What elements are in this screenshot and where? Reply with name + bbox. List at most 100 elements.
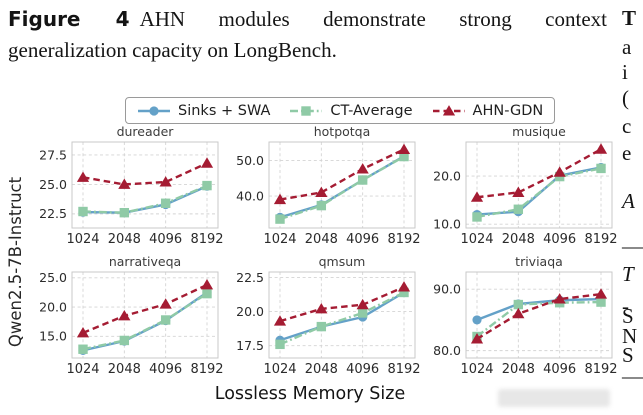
cropped-text-fragment: T [622, 6, 637, 30]
series-line-ahn-gdn [279, 285, 405, 323]
x-tick-label: 2048 [502, 362, 535, 377]
y-tick-label: 20.0 [433, 168, 461, 183]
y-tick-label: 25.0 [39, 177, 67, 192]
y-tick-label: 15.0 [39, 329, 67, 344]
series-line-ct-average [82, 292, 208, 351]
y-tick-label: 20.0 [39, 299, 67, 314]
subplot-triviaqa: triviaqa 80.0 90.0 1024 2048 4096 8192 [433, 256, 617, 377]
subplot-hotpotqa: hotpotqa 40.0 50.0 1024 2048 4096 8192 [236, 126, 420, 247]
legend-label: Sinks + SWA [178, 102, 271, 119]
series-line-sinks-swa [476, 297, 602, 322]
x-tick-label: 8192 [387, 362, 420, 377]
legend-item-ahn-gdn: AHN-GDN [432, 102, 544, 119]
y-tick-label: 27.5 [39, 147, 67, 162]
x-tick-label: 4096 [149, 232, 182, 247]
series-line-sinks-swa [476, 166, 602, 216]
x-tick-label: 2048 [305, 362, 338, 377]
caption-line-2: generalization capacity on LongBench. [8, 38, 337, 62]
series-line-ct-average [279, 291, 405, 346]
legend-marker-circle [138, 105, 170, 116]
legend-marker-triangle [432, 104, 465, 115]
cropped-text-fragment: — [622, 364, 643, 388]
figure-caption: Figure 4 AHN modules demonstrate strong c… [8, 4, 607, 66]
subplot-title: musique [512, 126, 566, 139]
subplot-title: qmsum [319, 256, 366, 269]
x-tick-label: 8192 [387, 232, 420, 247]
series-line-ct-average [82, 184, 208, 214]
series-line-ct-average [279, 155, 405, 221]
x-tick-label: 4096 [543, 362, 576, 377]
y-tick-label: 25.0 [39, 270, 67, 285]
subplot-dureader: dureader 22.5 25.0 27.5 1024 2048 4096 8192 [39, 126, 223, 247]
cropped-text-fragment: S [622, 343, 634, 367]
x-tick-label: 4096 [346, 362, 379, 377]
x-tick-label: 8192 [190, 362, 223, 377]
y-tick-label: 80.0 [433, 343, 461, 358]
series-line-sinks-swa [82, 185, 208, 214]
cropped-text-fragment: - [622, 294, 629, 318]
x-tick-label: 4096 [346, 232, 379, 247]
caption-line-1: Figure 4 AHN modules demonstrate strong c… [8, 4, 607, 35]
y-tick-label: 17.5 [236, 338, 264, 353]
cropped-text-fragment: A [622, 189, 635, 213]
x-tick-label: 2048 [305, 232, 338, 247]
y-tick-label: 40.0 [236, 188, 264, 203]
y-tick-label: 22.5 [39, 206, 67, 221]
x-tick-label: 4096 [149, 362, 182, 377]
x-tick-label: 8192 [584, 232, 617, 247]
right-column-cropped-text: Ta i(c e A — T - S N S — [621, 0, 643, 415]
x-tick-label: 8192 [190, 232, 223, 247]
x-tick-label: 1024 [66, 232, 99, 247]
x-tick-label: 2048 [108, 232, 141, 247]
series-line-sinks-swa [279, 291, 405, 342]
x-tick-label: 8192 [584, 362, 617, 377]
series-line-ct-average [476, 167, 602, 219]
figure-label: Figure 4 [8, 7, 130, 31]
subplot-title: dureader [117, 126, 175, 139]
y-tick-label: 10.0 [433, 217, 461, 232]
cropped-text-fragment: a [622, 35, 632, 59]
subplot-title: hotpotqa [314, 126, 371, 139]
subplot-title: narrativeqa [109, 256, 181, 269]
series-line-ahn-gdn [476, 292, 602, 340]
x-tick-label: 1024 [263, 362, 296, 377]
subplot-grid: dureader 22.5 25.0 27.5 1024 2048 4096 8192 hotp… [26, 126, 617, 386]
subplot-narrativeqa: narrativeqa 15.0 20.0 25.0 1024 2048 4096 8192 [39, 256, 223, 377]
y-axis-label: Qwen2.5-7B-Instruct [6, 176, 25, 348]
x-tick-label: 4096 [543, 232, 576, 247]
subplot-musique: musique 10.0 20.0 1024 2048 4096 8192 [433, 126, 617, 247]
cropped-text-fragment: T [622, 262, 634, 286]
series-line-ahn-gdn [476, 148, 602, 199]
subplot-qmsum: qmsum 17.5 20.0 22.5 1024 2048 4096 8192 [236, 256, 420, 377]
cropped-text-fragment: S [622, 304, 634, 328]
x-tick-label: 1024 [66, 362, 99, 377]
series-line-sinks-swa [82, 291, 208, 352]
x-tick-label: 2048 [108, 362, 141, 377]
y-tick-label: 50.0 [236, 153, 264, 168]
chart-legend: Sinks + SWA CT-Average AHN-GDN [125, 97, 556, 124]
subplot-title: triviaqa [515, 256, 563, 269]
series-line-ahn-gdn [279, 148, 405, 201]
series-line-ahn-gdn [82, 283, 208, 334]
legend-label: CT-Average [330, 102, 413, 119]
x-tick-label: 1024 [263, 232, 296, 247]
cropped-text-fragment: e [622, 141, 632, 165]
x-axis-label: Lossless Memory Size [214, 384, 406, 404]
watermark [498, 389, 610, 407]
cropped-text-fragment: c [622, 114, 632, 138]
y-tick-label: 90.0 [433, 282, 461, 297]
y-tick-label: 20.0 [236, 304, 264, 319]
cropped-text-fragment: i [622, 60, 628, 84]
y-tick-label: 22.5 [236, 270, 264, 285]
series-line-sinks-swa [279, 155, 405, 219]
legend-label: AHN-GDN [472, 102, 544, 119]
legend-item-sinks-swa: Sinks + SWA [137, 103, 270, 119]
cropped-text-fragment: — [622, 234, 643, 258]
cropped-text-fragment: N [622, 324, 638, 348]
x-tick-label: 1024 [460, 362, 493, 377]
legend-item-ct-average: CT-Average [289, 102, 413, 119]
x-tick-label: 1024 [460, 232, 493, 247]
x-tick-label: 2048 [502, 232, 535, 247]
cropped-text-fragment: ( [622, 86, 629, 110]
